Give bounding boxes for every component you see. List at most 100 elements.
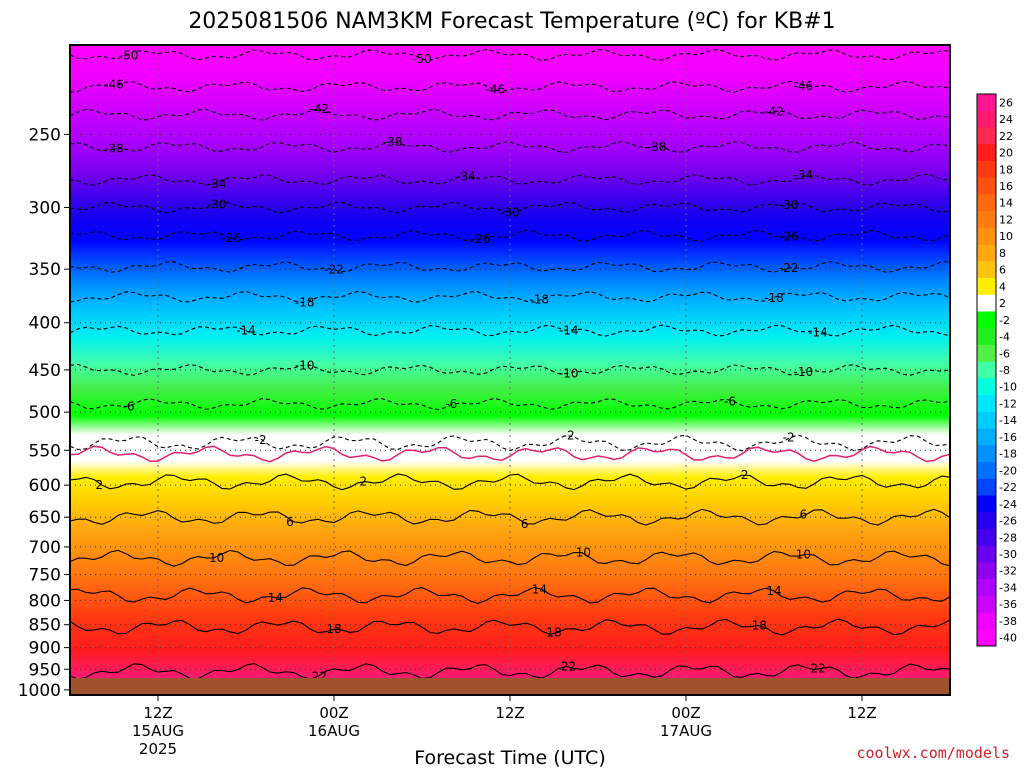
colorbar-label: -12 — [999, 397, 1017, 410]
isotherm-label: 10 — [209, 551, 224, 565]
isotherm-label: 10 — [576, 546, 591, 560]
colorbar-label: 24 — [999, 113, 1013, 126]
isotherm-label-text: -26 — [471, 232, 491, 246]
y-tick-label: 750 — [29, 566, 61, 586]
isotherm-label: -6 — [724, 394, 736, 408]
isotherm-label: -26 — [471, 232, 491, 246]
isotherm-label: 6 — [800, 508, 808, 522]
colorbar-swatch — [977, 177, 996, 195]
isotherm-label: 6 — [286, 515, 294, 529]
chart-title: 2025081506 NAM3KM Forecast Temperature (… — [188, 9, 835, 34]
isotherm-line — [70, 397, 950, 411]
y-tick-label: 650 — [29, 508, 61, 528]
x-tick-label: 12Z — [495, 704, 524, 722]
isotherm-label-text: 18 — [546, 625, 561, 639]
isotherm-label-text: -22 — [324, 263, 344, 277]
isotherm-label-text: -50 — [119, 49, 139, 63]
y-tick-label: 950 — [29, 660, 61, 680]
isotherm-label-text: -6 — [445, 397, 457, 411]
y-tick-label: 250 — [29, 125, 61, 145]
colorbar-swatch — [977, 562, 996, 580]
isotherm-label: -2 — [783, 431, 795, 445]
colorbar-swatch — [977, 261, 996, 279]
isotherm-label: 10 — [796, 547, 811, 561]
colorbar-label: -4 — [999, 331, 1010, 344]
isotherm-line — [70, 445, 950, 463]
ground-surface — [70, 678, 950, 695]
isotherm-label-text: 14 — [268, 591, 283, 605]
isotherm-label-text: -46 — [104, 78, 124, 92]
isotherm-label: 14 — [766, 584, 781, 598]
isotherm-label: -14 — [559, 323, 579, 337]
colorbar-label: 20 — [999, 147, 1013, 160]
isotherm-label-text: -34 — [456, 170, 476, 184]
isotherm-line — [70, 108, 950, 121]
isotherm-label: -2 — [563, 428, 575, 442]
isotherm-label: -10 — [794, 365, 814, 379]
isotherm-label: -22 — [779, 261, 799, 275]
isotherm-label-text: -10 — [794, 365, 814, 379]
isotherm-label: 14 — [268, 591, 283, 605]
isotherm-label-text: -42 — [310, 102, 330, 116]
isotherm-label-text: -22 — [779, 261, 799, 275]
isotherm-label-text: -46 — [486, 83, 506, 97]
isotherm-label: 18 — [326, 622, 341, 636]
isotherm-line — [70, 290, 950, 303]
isotherm-line — [70, 324, 950, 337]
isotherm-label: 22 — [810, 661, 825, 675]
isotherm-label-text: -34 — [794, 168, 814, 182]
colorbar-swatch — [977, 411, 996, 430]
isotherm-label: -6 — [123, 400, 135, 414]
isotherm-label: -38 — [104, 141, 124, 155]
x-tick-label: 2025 — [139, 740, 177, 758]
isotherm-line — [70, 363, 950, 376]
y-axis-ticks: 250 300 350 400 450 500 550 600 650 700 750 800 850 9… — [18, 125, 70, 701]
x-tick-label: 12Z — [847, 704, 876, 722]
y-tick-label: 450 — [29, 361, 61, 381]
colorbar-swatch — [977, 294, 996, 312]
isotherm-label-text: -26 — [779, 229, 799, 243]
isotherm-label-text: -46 — [794, 79, 814, 93]
isotherm-label-text: -14 — [808, 325, 828, 339]
isotherm-label: -50 — [119, 49, 139, 63]
isotherm-label: -18 — [295, 295, 315, 309]
isotherm-contours: -50 -50 -46 -46 -46 -42 -42 -38 -38 -38 -34 -34 -34 -… — [70, 48, 950, 695]
isotherm-label: -34 — [794, 168, 814, 182]
colorbar-swatch — [977, 344, 996, 363]
isotherm-label: -42 — [310, 102, 330, 116]
isotherm-label-text: -14 — [236, 324, 256, 338]
isotherm-label-text: -18 — [295, 295, 315, 309]
x-tick-label: 16AUG — [308, 722, 360, 740]
x-tick-label: 12Z — [143, 704, 172, 722]
colorbar-label: -20 — [999, 464, 1017, 477]
colorbar-swatch — [977, 227, 996, 246]
colorbar-label: -26 — [999, 515, 1017, 528]
colorbar-swatch — [977, 127, 996, 145]
isotherm-line — [70, 549, 950, 567]
colorbar-swatch — [977, 528, 996, 547]
isotherm-label-text: 10 — [209, 551, 224, 565]
isotherm-line — [70, 48, 950, 61]
isotherm-line — [70, 260, 950, 273]
isotherm-label: -26 — [779, 229, 799, 243]
colorbar-label: 6 — [999, 264, 1006, 277]
y-tick-label: 500 — [29, 403, 61, 423]
isotherm-label-text: -6 — [123, 400, 135, 414]
isotherm-label: 22 — [561, 660, 576, 674]
y-tick-label: 850 — [29, 616, 61, 636]
colorbar-frame — [976, 93, 997, 647]
x-tick-label: 17AUG — [660, 722, 712, 740]
colorbar-label: -14 — [999, 414, 1017, 427]
colorbar-label: -6 — [999, 347, 1010, 360]
isotherm-label: -46 — [104, 78, 124, 92]
isotherm-label: -38 — [647, 140, 667, 154]
colorbar-label: 18 — [999, 163, 1013, 176]
isotherm-label: -18 — [530, 292, 550, 306]
isotherm-label: -2 — [255, 433, 267, 447]
colorbar-swatch — [977, 144, 996, 162]
credit-text: coolwx.com/models — [856, 744, 1010, 762]
y-tick-label: 900 — [29, 639, 61, 659]
colorbar-swatch — [977, 612, 996, 630]
isotherm-label: -6 — [445, 397, 457, 411]
